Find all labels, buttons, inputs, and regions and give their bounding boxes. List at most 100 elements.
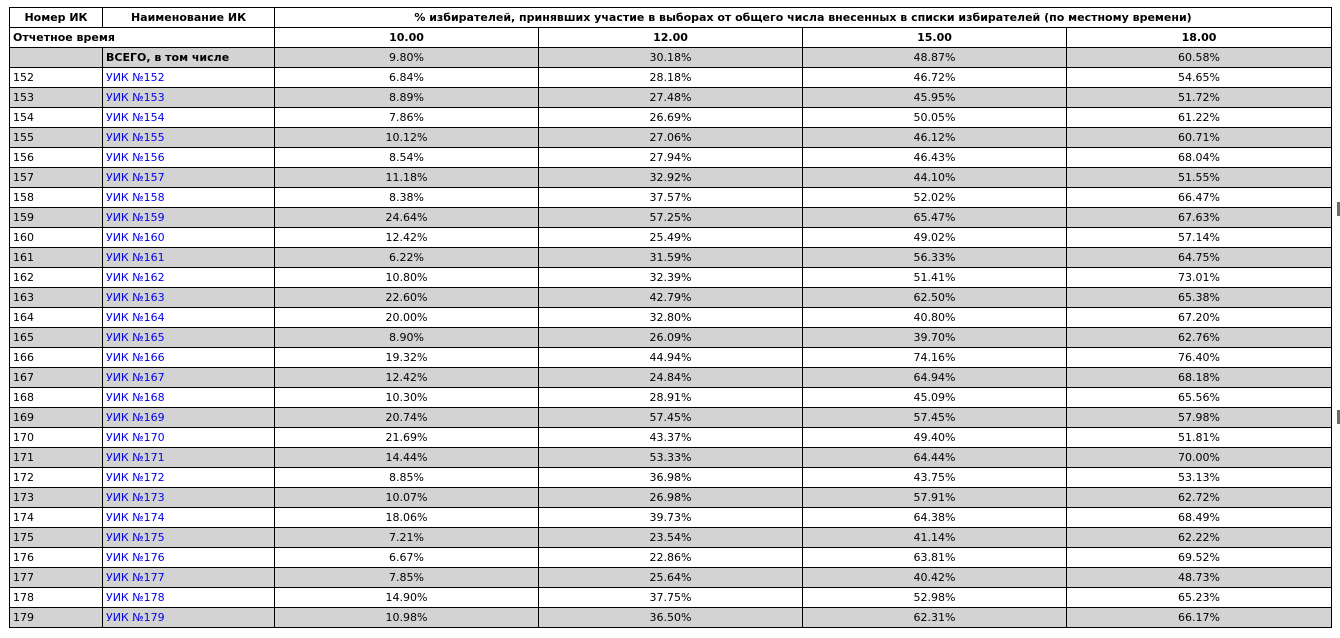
- turnout-value-cell: 65.23%: [1065, 587, 1333, 608]
- commission-link[interactable]: УИК №163: [106, 291, 165, 304]
- turnout-value-cell: 66.17%: [1065, 607, 1333, 628]
- turnout-value-cell: 54.65%: [1065, 67, 1333, 88]
- turnout-value-cell: 57.91%: [802, 487, 1067, 508]
- commission-name-cell: УИК №164: [102, 307, 275, 328]
- turnout-value-cell: 65.47%: [802, 207, 1067, 228]
- table-row: 156 УИК №156 8.54% 27.94% 46.43% 68.04%: [9, 147, 1333, 168]
- commission-link[interactable]: УИК №161: [106, 251, 165, 264]
- commission-link[interactable]: УИК №178: [106, 591, 165, 604]
- turnout-value-cell: 43.37%: [538, 427, 803, 448]
- commission-name-cell: УИК №154: [102, 107, 275, 128]
- turnout-value-cell: 10.30%: [274, 387, 539, 408]
- turnout-value-cell: 50.05%: [802, 107, 1067, 128]
- commission-link[interactable]: УИК №170: [106, 431, 165, 444]
- turnout-value-cell: 7.21%: [274, 527, 539, 548]
- table-row: 165 УИК №165 8.90% 26.09% 39.70% 62.76%: [9, 327, 1333, 348]
- commission-link[interactable]: УИК №164: [106, 311, 165, 324]
- commission-link[interactable]: УИК №155: [106, 131, 165, 144]
- turnout-value-cell: 56.33%: [802, 247, 1067, 268]
- commission-name-cell: УИК №152: [102, 67, 275, 88]
- commission-name-cell: УИК №170: [102, 427, 275, 448]
- turnout-value-cell: 25.64%: [538, 567, 803, 588]
- turnout-value-cell: 36.50%: [538, 607, 803, 628]
- table-row: 160 УИК №160 12.42% 25.49% 49.02% 57.14%: [9, 227, 1333, 248]
- turnout-value-cell: 44.10%: [802, 167, 1067, 188]
- commission-link[interactable]: УИК №166: [106, 351, 165, 364]
- commission-name-cell: УИК №168: [102, 387, 275, 408]
- commission-name-cell: УИК №176: [102, 547, 275, 568]
- commission-link[interactable]: УИК №171: [106, 451, 165, 464]
- turnout-value-cell: 42.79%: [538, 287, 803, 308]
- turnout-value-cell: 76.40%: [1065, 347, 1333, 368]
- turnout-value-cell: 8.85%: [274, 467, 539, 488]
- turnout-value-cell: 39.70%: [802, 327, 1067, 348]
- commission-link[interactable]: УИК №175: [106, 531, 165, 544]
- table-row: 158 УИК №158 8.38% 37.57% 52.02% 66.47%: [9, 187, 1333, 208]
- time-header: 18.00: [1065, 27, 1333, 48]
- commission-link[interactable]: УИК №156: [106, 151, 165, 164]
- turnout-value-cell: 10.80%: [274, 267, 539, 288]
- turnout-value-cell: 31.59%: [538, 247, 803, 268]
- commission-link[interactable]: УИК №169: [106, 411, 165, 424]
- commission-number-cell: 158: [9, 187, 103, 208]
- commission-number-cell: 166: [9, 347, 103, 368]
- commission-name-cell: УИК №156: [102, 147, 275, 168]
- commission-link[interactable]: УИК №159: [106, 211, 165, 224]
- commission-link[interactable]: УИК №167: [106, 371, 165, 384]
- turnout-value-cell: 52.98%: [802, 587, 1067, 608]
- commission-link[interactable]: УИК №173: [106, 491, 165, 504]
- commission-number-cell: 167: [9, 367, 103, 388]
- turnout-value-cell: 11.18%: [274, 167, 539, 188]
- commission-link[interactable]: УИК №157: [106, 171, 165, 184]
- turnout-value-cell: 57.14%: [1065, 227, 1333, 248]
- commission-link[interactable]: УИК №162: [106, 271, 165, 284]
- turnout-value-cell: 14.90%: [274, 587, 539, 608]
- turnout-value-cell: 37.75%: [538, 587, 803, 608]
- turnout-value-cell: 67.20%: [1065, 307, 1333, 328]
- turnout-value-cell: 25.49%: [538, 227, 803, 248]
- commission-name-cell: УИК №174: [102, 507, 275, 528]
- commission-name-cell: УИК №153: [102, 87, 275, 108]
- commission-link[interactable]: УИК №160: [106, 231, 165, 244]
- table-row: 155 УИК №155 10.12% 27.06% 46.12% 60.71%: [9, 127, 1333, 148]
- table-row: 168 УИК №168 10.30% 28.91% 45.09% 65.56%: [9, 387, 1333, 408]
- turnout-value-cell: 8.54%: [274, 147, 539, 168]
- commission-link[interactable]: УИК №179: [106, 611, 165, 624]
- table-row: 176 УИК №176 6.67% 22.86% 63.81% 69.52%: [9, 547, 1333, 568]
- turnout-value-cell: 68.04%: [1065, 147, 1333, 168]
- turnout-value-cell: 40.42%: [802, 567, 1067, 588]
- turnout-value-cell: 52.02%: [802, 187, 1067, 208]
- turnout-value-cell: 62.31%: [802, 607, 1067, 628]
- commission-name-cell: УИК №160: [102, 227, 275, 248]
- commission-name-cell: УИК №175: [102, 527, 275, 548]
- turnout-value-cell: 41.14%: [802, 527, 1067, 548]
- commission-number-cell: 175: [9, 527, 103, 548]
- turnout-value-cell: 32.92%: [538, 167, 803, 188]
- commission-link[interactable]: УИК №152: [106, 71, 165, 84]
- turnout-value-cell: 43.75%: [802, 467, 1067, 488]
- time-header: 12.00: [538, 27, 803, 48]
- commission-link[interactable]: УИК №174: [106, 511, 165, 524]
- commission-link[interactable]: УИК №154: [106, 111, 165, 124]
- commission-link[interactable]: УИК №158: [106, 191, 165, 204]
- turnout-value-cell: 24.84%: [538, 367, 803, 388]
- commission-number-cell: 177: [9, 567, 103, 588]
- commission-number-cell: 176: [9, 547, 103, 568]
- scroll-edge-marker: [1337, 410, 1340, 424]
- commission-link[interactable]: УИК №165: [106, 331, 165, 344]
- turnout-value-cell: 27.94%: [538, 147, 803, 168]
- commission-number-cell: 171: [9, 447, 103, 468]
- table-row: 170 УИК №170 21.69% 43.37% 49.40% 51.81%: [9, 427, 1333, 448]
- turnout-value-cell: 65.56%: [1065, 387, 1333, 408]
- commission-link[interactable]: УИК №172: [106, 471, 165, 484]
- turnout-value-cell: 28.18%: [538, 67, 803, 88]
- commission-link[interactable]: УИК №176: [106, 551, 165, 564]
- commission-link[interactable]: УИК №168: [106, 391, 165, 404]
- turnout-value-cell: 63.81%: [802, 547, 1067, 568]
- commission-link[interactable]: УИК №153: [106, 91, 165, 104]
- table-row: 166 УИК №166 19.32% 44.94% 74.16% 76.40%: [9, 347, 1333, 368]
- scroll-edge-marker: [1337, 202, 1340, 216]
- turnout-value-cell: 6.84%: [274, 67, 539, 88]
- turnout-value-cell: 62.50%: [802, 287, 1067, 308]
- commission-link[interactable]: УИК №177: [106, 571, 165, 584]
